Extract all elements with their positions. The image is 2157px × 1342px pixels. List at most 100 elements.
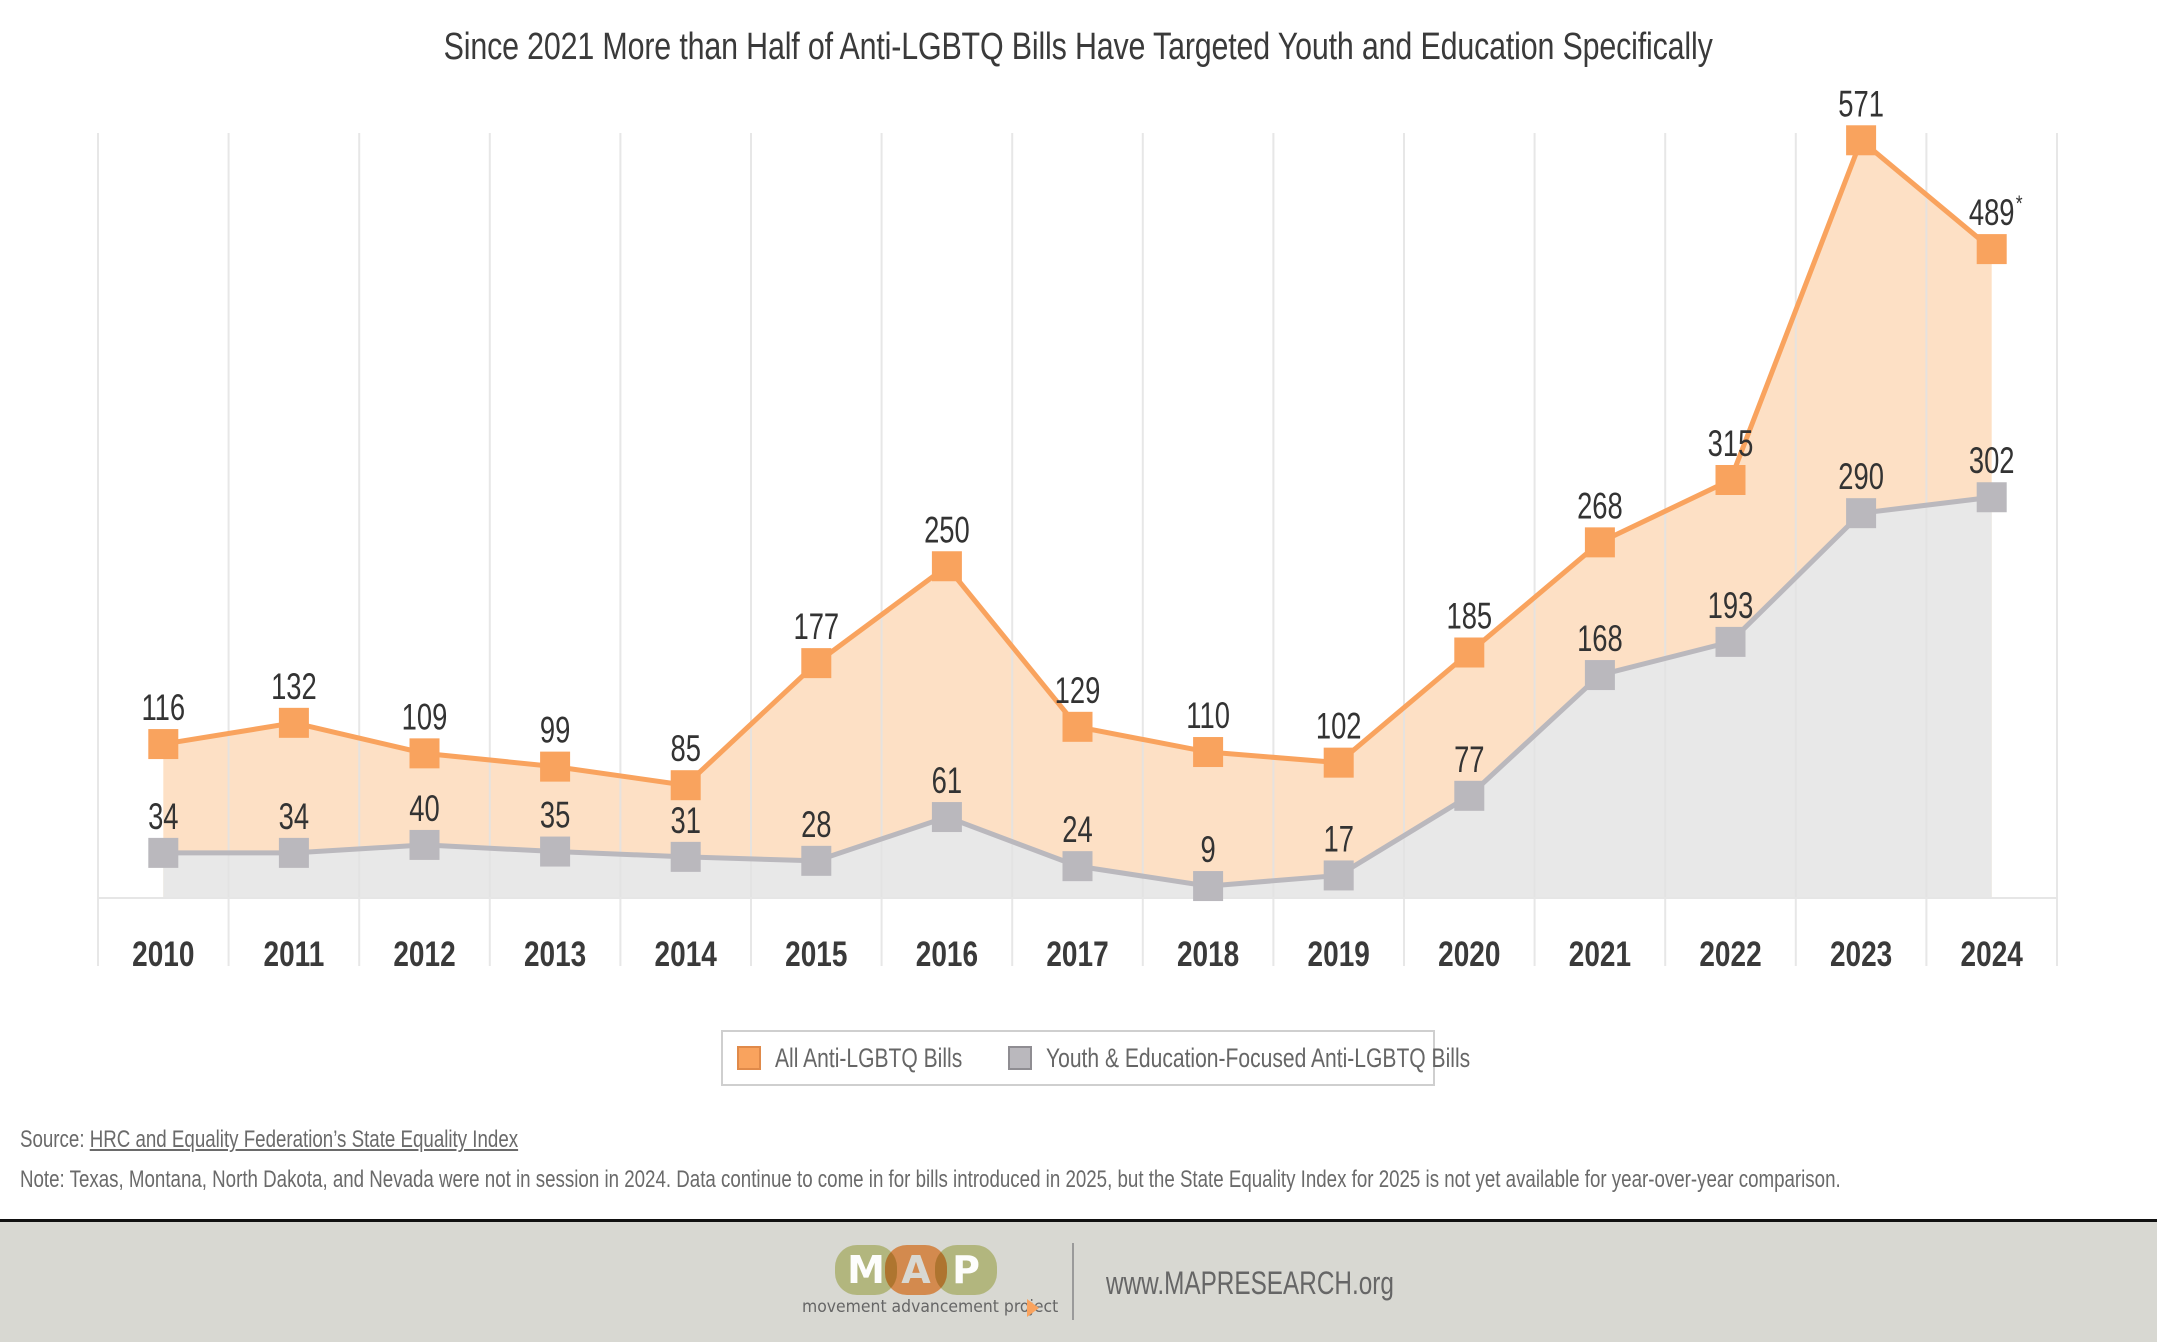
data-point-marker <box>931 802 962 833</box>
website-link[interactable]: www.MAPRESEARCH.org <box>1106 1265 1394 1301</box>
data-label: 34 <box>279 796 309 837</box>
data-label: 116 <box>141 687 185 728</box>
data-label: 34 <box>148 796 178 837</box>
source-line: Source: HRC and Equality Federation’s St… <box>20 1126 518 1154</box>
data-label: 290 <box>1838 456 1884 497</box>
data-label: 102 <box>1316 706 1362 747</box>
x-tick-label: 2021 <box>1569 934 1631 974</box>
x-tick-label: 2017 <box>1046 934 1108 974</box>
data-point-marker <box>1323 860 1354 891</box>
x-tick-label: 2013 <box>524 934 586 974</box>
legend-swatch-orange <box>737 1046 761 1070</box>
data-point-marker <box>931 551 962 582</box>
legend-item-all-bills[interactable]: All Anti-LGBTQ Bills <box>737 1032 1015 1084</box>
data-label: 302 <box>1969 440 2015 481</box>
data-label: 489 <box>1969 192 2015 233</box>
legend: All Anti-LGBTQ Bills Youth & Education-F… <box>721 1030 1470 1086</box>
data-point-marker <box>801 648 832 679</box>
data-label: 85 <box>670 728 700 769</box>
play-arrow-icon <box>1027 1299 1039 1317</box>
data-label: 40 <box>409 788 439 829</box>
data-label: 99 <box>540 710 570 751</box>
x-tick-label: 2018 <box>1177 934 1239 974</box>
data-label: 315 <box>1708 423 1754 464</box>
data-label-annotation: * <box>2016 192 2023 216</box>
series-markers <box>148 125 2007 902</box>
data-label: 31 <box>670 800 700 841</box>
data-point-marker <box>540 836 571 867</box>
data-label: 177 <box>793 606 839 647</box>
data-point-marker <box>409 738 440 769</box>
data-label: 168 <box>1577 618 1623 659</box>
chart-title-container: Since 2021 More than Half of Anti-LGBTQ … <box>0 26 2157 69</box>
data-point-marker <box>1062 711 1093 742</box>
source-prefix: Source: <box>20 1126 85 1153</box>
map-logo[interactable]: M A P <box>835 1245 1025 1295</box>
x-tick-label: 2019 <box>1308 934 1370 974</box>
x-tick-label: 2011 <box>264 934 325 974</box>
data-point-marker <box>1584 660 1615 691</box>
data-label: 193 <box>1708 585 1754 626</box>
data-label: 24 <box>1062 809 1092 850</box>
data-point-marker <box>1193 871 1224 902</box>
x-tick-label: 2024 <box>1961 934 2024 974</box>
data-label: 61 <box>932 760 962 801</box>
chart-title: Since 2021 More than Half of Anti-LGBTQ … <box>443 26 1714 68</box>
data-point-marker <box>1323 747 1354 778</box>
legend-label: Youth & Education-Focused Anti-LGBTQ Bil… <box>1046 1042 1471 1073</box>
data-point-marker <box>148 837 179 868</box>
data-point-marker <box>1454 637 1485 668</box>
legend-item-youth-education-bills[interactable]: Youth & Education-Focused Anti-LGBTQ Bil… <box>1008 1032 1590 1084</box>
data-labels: 116 132 109 99 85 177 250 129 110 102 185 268 315 571… <box>141 83 2022 870</box>
data-label: 35 <box>540 795 570 836</box>
data-point-marker <box>1715 626 1746 657</box>
line-area-chart: 116 132 109 99 85 177 250 129 110 102 185 268 315 571… <box>97 83 2058 974</box>
note-text: Note: Texas, Montana, North Dakota, and … <box>20 1166 1841 1193</box>
x-tick-label: 2014 <box>655 934 718 974</box>
legend-label: All Anti-LGBTQ Bills <box>775 1042 963 1073</box>
data-label: 250 <box>924 509 970 550</box>
data-label: 77 <box>1454 739 1484 780</box>
legend-swatch-gray <box>1008 1046 1032 1070</box>
data-point-marker <box>1846 498 1877 529</box>
data-label: 571 <box>1838 83 1884 124</box>
data-point-marker <box>801 845 832 876</box>
data-point-marker <box>540 751 571 782</box>
data-point-marker <box>1846 125 1877 156</box>
data-point-marker <box>670 841 701 872</box>
x-tick-label: 2023 <box>1830 934 1892 974</box>
series-fills <box>163 140 1992 898</box>
x-tick-label: 2015 <box>785 934 847 974</box>
data-label: 129 <box>1055 670 1101 711</box>
logo-letter-a: A <box>885 1245 947 1295</box>
footer-band <box>0 1222 2157 1342</box>
data-point-marker <box>1715 464 1746 495</box>
data-label: 28 <box>801 804 831 845</box>
data-point-marker <box>670 770 701 801</box>
data-label: 185 <box>1446 596 1492 637</box>
x-tick-label: 2012 <box>393 934 455 974</box>
data-point-marker <box>1193 737 1224 768</box>
data-point-marker <box>1976 482 2007 513</box>
data-label: 132 <box>271 666 317 707</box>
data-label: 9 <box>1200 829 1215 870</box>
data-point-marker <box>409 829 440 860</box>
x-tick-label: 2022 <box>1699 934 1761 974</box>
x-tick-label: 2020 <box>1438 934 1500 974</box>
data-point-marker <box>1584 527 1615 558</box>
logo-tagline: movement advancement project <box>802 1297 1059 1317</box>
source-link[interactable]: HRC and Equality Federation’s State Equa… <box>89 1126 519 1153</box>
gridlines <box>97 133 2058 966</box>
data-point-marker <box>1062 851 1093 882</box>
footer-divider-rule <box>0 1219 2157 1222</box>
x-tick-label: 2010 <box>132 934 194 974</box>
data-label: 109 <box>402 696 448 737</box>
data-point-marker <box>1454 780 1485 811</box>
x-axis-ticks: 2010 2011 2012 2013 2014 2015 2016 2017 2018 2019… <box>132 934 2023 974</box>
data-point-marker <box>278 837 309 868</box>
data-point-marker <box>278 707 309 738</box>
x-tick-label: 2016 <box>916 934 978 974</box>
data-label: 268 <box>1577 485 1623 526</box>
data-point-marker <box>148 729 179 760</box>
data-label: 17 <box>1323 818 1353 859</box>
